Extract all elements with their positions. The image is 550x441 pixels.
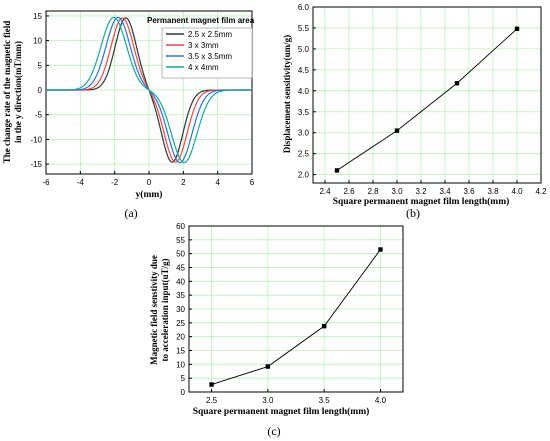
chart-b-series: [334, 26, 520, 173]
chart-a-ylabel-line2: in the y direction(mT/mm): [13, 41, 23, 143]
chart-a-ytick-label: -15: [30, 160, 42, 169]
chart-b-ytick-label: 4.5: [298, 66, 310, 75]
chart-c-ytick-label: 55: [176, 236, 185, 245]
chart-a-ticks: -6 -4 -2 0 2 4 6 -15 -10 -5 0 5 10 15: [30, 12, 254, 187]
chart-b-xtick-label: 3.6: [463, 187, 475, 196]
chart-a-legend-label-1: 2.5 x 2.5mm: [188, 30, 232, 39]
chart-c-xtick-label: 3.5: [319, 396, 331, 405]
chart-c-point: [265, 364, 271, 369]
chart-a-series: [46, 16, 252, 164]
chart-c-series: [209, 247, 383, 387]
chart-a-legend-title: Permanent magnet film area: [147, 16, 255, 25]
chart-a-legend-box: [161, 27, 253, 79]
chart-b-xlabel: Square permanent magnet film length(mm): [333, 196, 510, 207]
chart-c-ylabel-line1: Magnetic field senstivity due: [149, 255, 159, 365]
chart-b-ytick-label: 2.5: [298, 150, 310, 159]
chart-b-ticks: 2.4 2.6 2.8 3.0 3.2 3.4 3.6 3.8 4.0 4.2 2.0 2.5 3.0 3…: [298, 3, 547, 196]
chart-a: -6 -4 -2 0 2 4 6 -15 -10 -5 0 5 10 15 Permanent magne…: [2, 10, 255, 220]
chart-c-grid: [189, 225, 403, 393]
chart-b-ylabel: Displacement sensitivity(um/g): [282, 35, 292, 153]
chart-a-ytick-label: 15: [33, 12, 42, 21]
chart-b-xtick-label: 2.4: [319, 187, 331, 196]
chart-a-ytick-label: 5: [38, 61, 43, 70]
chart-a-xtick-label: 4: [215, 178, 220, 187]
chart-c-ytick-label: 45: [176, 264, 185, 273]
chart-c-ytick-label: 30: [176, 305, 185, 314]
chart-b-xtick-label: 3.8: [487, 187, 499, 196]
chart-b-point: [394, 128, 400, 133]
chart-c-ytick-label: 0: [181, 388, 186, 397]
chart-a-legend-label-4: 4 x 4mm: [188, 63, 219, 72]
chart-a-caption: (a): [124, 206, 137, 220]
chart-c-ytick-label: 20: [176, 333, 185, 342]
chart-b-xtick-label: 3.4: [439, 187, 451, 196]
chart-b-ytick-label: 5.0: [298, 45, 310, 54]
chart-a-xlabel: y(mm): [136, 189, 163, 200]
chart-c-xlabel: Square permanent magnet film length(mm): [193, 406, 370, 417]
chart-b-xtick-label: 3.2: [415, 187, 427, 196]
chart-b-xtick-label: 2.6: [343, 187, 355, 196]
chart-b-grid: [313, 6, 542, 183]
chart-c-ytick-label: 10: [176, 360, 185, 369]
chart-a-xtick-label: 0: [147, 178, 152, 187]
chart-c-xtick-label: 4.0: [375, 396, 387, 405]
chart-b-caption: (b): [406, 206, 420, 220]
chart-a-legend-label-3: 3.5 x 3.5mm: [188, 52, 232, 61]
chart-c-ytick-label: 50: [176, 250, 185, 259]
chart-b-xtick-label: 4.2: [535, 187, 547, 196]
chart-b-xtick-label: 3.0: [391, 187, 403, 196]
chart-b-ytick-label: 3.0: [298, 129, 310, 138]
chart-c-ylabel-line2: to acceleration input(uT/g): [160, 259, 170, 362]
chart-c-point: [209, 382, 214, 387]
chart-c-ytick-label: 35: [176, 291, 185, 300]
chart-b-ytick-label: 4.0: [298, 87, 310, 96]
chart-c-xtick-label: 3.0: [262, 396, 274, 405]
chart-b-xtick-label: 2.8: [367, 187, 379, 196]
chart-b-xtick-label: 4.0: [511, 187, 523, 196]
chart-a-xtick-label: 2: [181, 178, 186, 187]
chart-c-ytick-label: 60: [176, 222, 185, 231]
chart-c-ticks: 2.5 3.0 3.5 4.0 0 5 10 15 20 25 30 35 40 45 50 55 60: [176, 222, 386, 405]
chart-b-ytick-label: 5.5: [298, 24, 310, 33]
chart-a-xtick-label: -6: [42, 178, 50, 187]
chart-b-plot-frame: [312, 6, 542, 184]
chart-a-legend: Permanent magnet film area 2.5 x 2.5mm 3 x…: [147, 16, 255, 79]
chart-a-xtick-label: -4: [77, 178, 85, 187]
chart-b-ytick-label: 3.5: [298, 108, 310, 117]
chart-c: 2.5 3.0 3.5 4.0 0 5 10 15 20 25 30 35 40 45 50 55 60 Squ…: [149, 222, 404, 438]
chart-b-ytick-label: 6.0: [298, 3, 310, 12]
chart-a-xtick-label: -2: [111, 178, 119, 187]
chart-c-ytick-label: 15: [176, 347, 185, 356]
chart-c-series-line: [211, 249, 381, 385]
chart-b-series-line: [336, 28, 518, 171]
chart-b-point: [334, 168, 340, 173]
chart-c-xtick-label: 2.5: [206, 396, 218, 405]
chart-c-ytick-label: 40: [176, 277, 185, 286]
chart-a-ytick-label: -10: [30, 135, 42, 144]
chart-c-caption: (c): [267, 424, 280, 438]
chart-a-legend-label-2: 3 x 3mm: [188, 41, 219, 50]
chart-b-ytick-label: 2.0: [298, 171, 310, 180]
chart-a-series-line-4: [46, 16, 252, 164]
chart-c-ytick-label: 5: [181, 374, 186, 383]
chart-b: 2.4 2.6 2.8 3.0 3.2 3.4 3.6 3.8 4.0 4.2 2.0 2.5 3.0 3…: [282, 3, 547, 220]
chart-a-ytick-label: 10: [33, 37, 42, 46]
chart-b-point: [454, 81, 460, 86]
chart-a-ytick-label: -5: [35, 111, 43, 120]
chart-a-xtick-label: 6: [250, 178, 255, 187]
chart-b-point: [514, 26, 520, 31]
chart-c-point: [378, 247, 383, 252]
chart-a-ylabel-line1: The change rate of the magnetic field: [2, 21, 12, 163]
chart-a-ytick-label: 0: [38, 86, 43, 95]
chart-c-ytick-label: 25: [176, 319, 185, 328]
chart-c-point: [321, 323, 327, 329]
